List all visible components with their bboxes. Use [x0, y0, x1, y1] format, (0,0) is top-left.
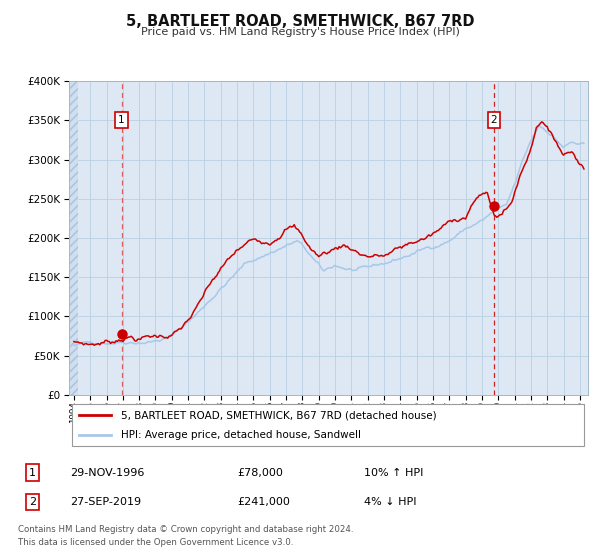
Text: 29-NOV-1996: 29-NOV-1996: [70, 468, 144, 478]
Text: 10% ↑ HPI: 10% ↑ HPI: [364, 468, 423, 478]
FancyBboxPatch shape: [71, 404, 584, 446]
Text: 2: 2: [491, 115, 497, 125]
Bar: [69, 81, 78, 395]
Text: 27-SEP-2019: 27-SEP-2019: [70, 497, 141, 507]
Text: 1: 1: [29, 468, 36, 478]
Text: £78,000: £78,000: [237, 468, 283, 478]
Text: This data is licensed under the Open Government Licence v3.0.: This data is licensed under the Open Gov…: [18, 538, 293, 547]
Text: Price paid vs. HM Land Registry's House Price Index (HPI): Price paid vs. HM Land Registry's House …: [140, 27, 460, 37]
Text: £241,000: £241,000: [237, 497, 290, 507]
Text: 5, BARTLEET ROAD, SMETHWICK, B67 7RD: 5, BARTLEET ROAD, SMETHWICK, B67 7RD: [126, 14, 474, 29]
Text: 1: 1: [118, 115, 125, 125]
Text: 2: 2: [29, 497, 36, 507]
Bar: [69, 81, 78, 395]
Text: Contains HM Land Registry data © Crown copyright and database right 2024.: Contains HM Land Registry data © Crown c…: [18, 525, 353, 534]
Bar: [69, 81, 78, 395]
Text: HPI: Average price, detached house, Sandwell: HPI: Average price, detached house, Sand…: [121, 430, 361, 440]
Text: 4% ↓ HPI: 4% ↓ HPI: [364, 497, 416, 507]
Text: 5, BARTLEET ROAD, SMETHWICK, B67 7RD (detached house): 5, BARTLEET ROAD, SMETHWICK, B67 7RD (de…: [121, 410, 437, 421]
